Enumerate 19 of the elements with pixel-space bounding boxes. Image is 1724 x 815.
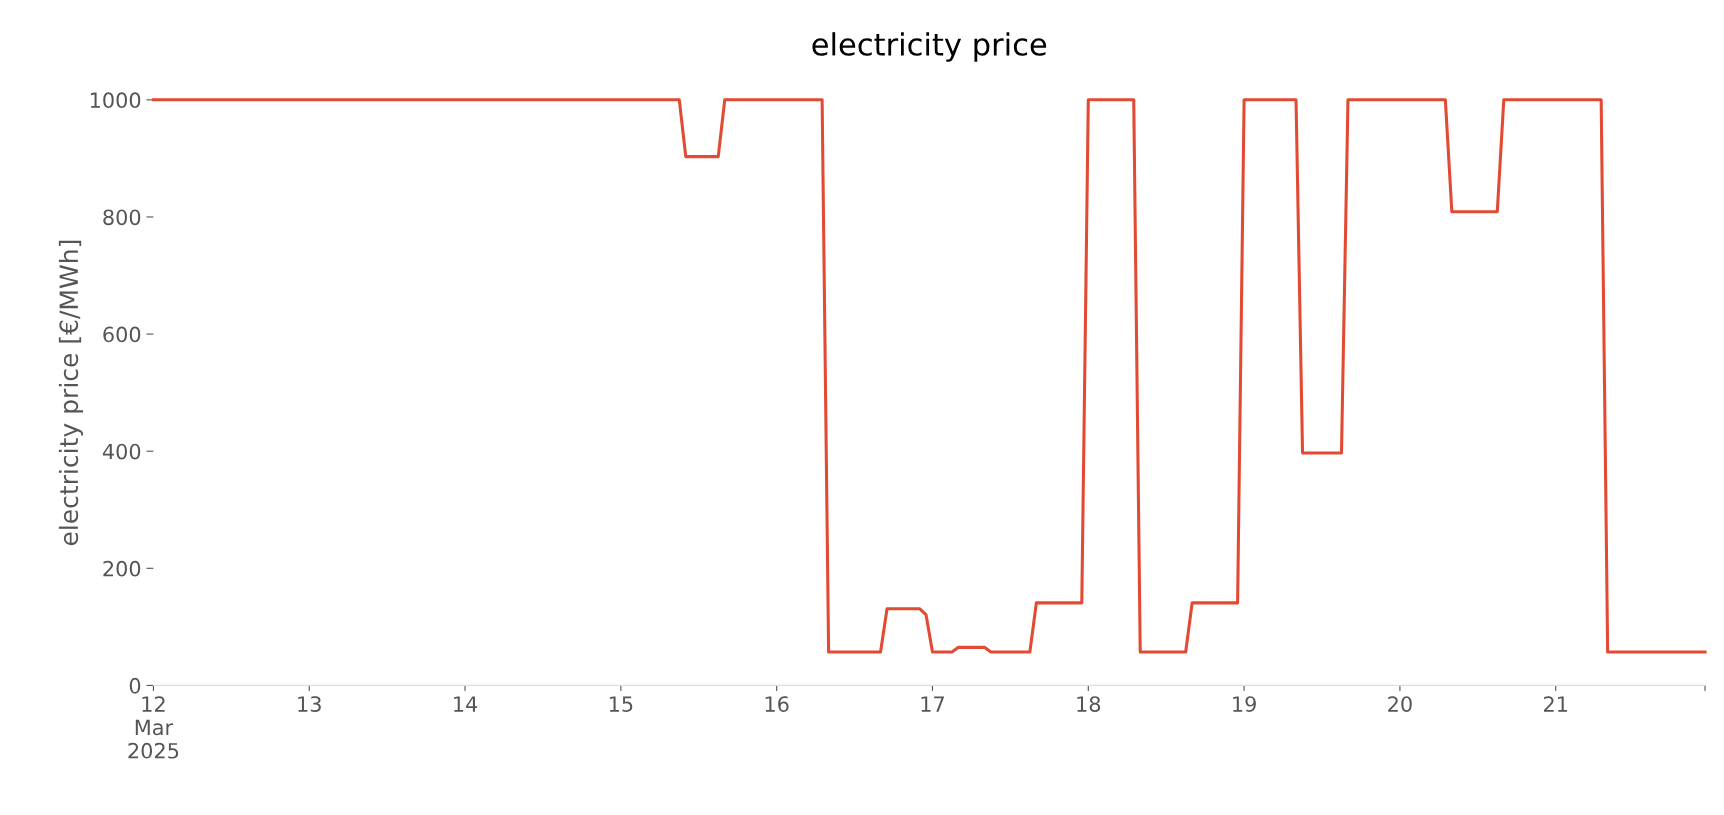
x-tick-label: 18 [1077,696,1101,712]
x-tick-label: 12 Mar 2025 [128,696,179,759]
line-series [151,98,1707,654]
x-tick-label: 13 [298,696,321,712]
chart-title: electricity price [812,32,1047,62]
x-tick-label: 20 [1388,696,1412,712]
x-tick-label: 15 [609,696,633,712]
y-tick-label: 0 [129,677,141,694]
x-tick-label: 17 [921,696,944,712]
x-tick-label: 14 [454,696,478,712]
y-tick-label: 800 [103,209,141,226]
y-axis-title: electricity price [€/MWh] [58,240,84,546]
y-tick-label: 1000 [90,92,141,109]
x-tick-label: 19 [1233,696,1256,712]
y-tick-label: 200 [103,560,141,577]
x-tick-label: 21 [1543,696,1568,712]
y-tick-label: 400 [102,443,141,460]
y-tick-label: 600 [103,326,141,343]
x-tick-label: 16 [765,696,789,712]
